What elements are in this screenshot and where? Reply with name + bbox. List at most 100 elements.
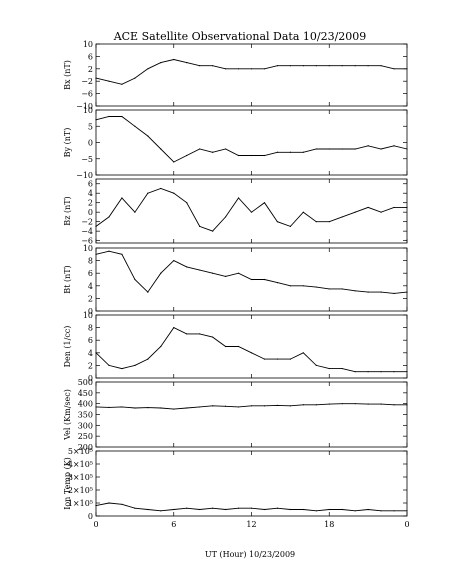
data-point: [199, 333, 201, 335]
data-point: [289, 285, 291, 287]
data-point: [302, 508, 304, 511]
data-point: [147, 135, 149, 137]
data-point: [224, 68, 227, 70]
data-point: [212, 151, 214, 153]
data-point: [199, 269, 201, 271]
y-tick-label: 6: [88, 269, 93, 278]
data-point: [147, 508, 149, 511]
panel-7: 5×10⁵ 4×10⁵ 3×10⁵ 2×10⁵ 1×10⁵ 0 Ion Temp (K): [63, 447, 408, 521]
data-point: [108, 216, 110, 218]
data-point: [186, 202, 188, 204]
y-tick-label: 1×10⁵: [68, 499, 93, 508]
y-tick-label: 2: [88, 65, 93, 74]
data-point: [393, 292, 395, 294]
data-point: [302, 285, 304, 287]
data-point: [302, 65, 304, 67]
data-point: [121, 115, 123, 118]
y-axis-label: By (nT): [63, 128, 72, 158]
data-point: [224, 405, 227, 407]
panel-frame: [95, 314, 408, 379]
data-point: [160, 407, 162, 409]
data-point: [186, 407, 188, 409]
data-point: [134, 364, 136, 366]
x-tick-label: 18: [324, 520, 334, 529]
data-point: [134, 211, 136, 213]
y-tick-label: 2: [88, 294, 93, 303]
panel-5: 10 8 6 4 2 0 Den (1/cc): [63, 311, 408, 383]
data-point: [315, 286, 317, 288]
data-point: [289, 225, 291, 228]
data-point: [380, 371, 382, 373]
data-point: [237, 345, 240, 348]
data-point: [276, 282, 279, 284]
data-point: [302, 404, 304, 406]
data-point: [237, 507, 240, 509]
data-point: [263, 154, 266, 157]
y-tick-label: 0: [88, 512, 93, 521]
data-point: [276, 507, 279, 509]
data-point: [406, 404, 408, 406]
data-point: [173, 408, 175, 410]
series-line: [95, 250, 408, 294]
data-point: [173, 508, 175, 511]
data-point: [315, 510, 317, 512]
data-point: [315, 221, 317, 223]
data-point: [186, 333, 188, 335]
y-tick-label: 500: [78, 378, 93, 387]
data-point: [186, 62, 188, 64]
data-point: [95, 77, 97, 79]
data-point: [341, 367, 343, 370]
y-tick-label: 10: [83, 106, 93, 115]
series-line: [95, 327, 407, 373]
data-point: [354, 148, 356, 150]
data-point: [250, 352, 253, 354]
data-point: [212, 65, 214, 67]
data-point: [354, 211, 356, 213]
y-tick-label: 350: [78, 411, 93, 420]
data-point: [224, 216, 227, 218]
data-point: [237, 406, 240, 408]
y-tick-label: 2×10⁵: [68, 486, 93, 495]
y-axis-label: Vel (Km/sec): [63, 389, 72, 441]
y-axis-label: Ion Temp (K): [63, 457, 72, 510]
data-point: [121, 253, 123, 255]
data-point: [173, 161, 175, 163]
data-point: [108, 502, 110, 504]
data-point: [341, 508, 343, 511]
data-point: [237, 68, 240, 70]
data-point: [121, 406, 123, 408]
data-point: [134, 407, 136, 409]
x-tick-label: 12: [246, 520, 256, 529]
data-point: [263, 68, 266, 70]
data-point: [173, 260, 175, 262]
data-point: [328, 403, 330, 405]
data-point: [354, 510, 356, 512]
data-point: [354, 371, 356, 373]
data-point: [95, 119, 97, 121]
data-point: [341, 216, 343, 218]
series-line: [95, 188, 407, 232]
chart-title: ACE Satellite Observational Data 10/23/2…: [113, 30, 367, 43]
data-point: [212, 507, 214, 509]
data-point: [160, 187, 162, 190]
data-point: [328, 367, 330, 370]
data-point: [173, 327, 175, 329]
data-point: [173, 58, 175, 61]
data-point: [212, 336, 214, 338]
data-point: [108, 250, 110, 252]
data-point: [121, 367, 123, 370]
panel-4: 10 8 6 4 2 0 Bt (nT): [63, 244, 408, 316]
data-point: [224, 345, 227, 348]
data-point: [289, 358, 291, 360]
data-point: [95, 352, 97, 354]
data-point: [186, 266, 188, 268]
y-tick-label: −5: [81, 155, 93, 164]
data-point: [367, 65, 369, 67]
data-point: [160, 62, 162, 64]
y-axis-label: Den (1/cc): [63, 326, 72, 368]
y-tick-label: 4: [88, 282, 93, 291]
data-point: [95, 253, 97, 255]
data-point: [406, 291, 408, 293]
data-point: [380, 65, 382, 67]
